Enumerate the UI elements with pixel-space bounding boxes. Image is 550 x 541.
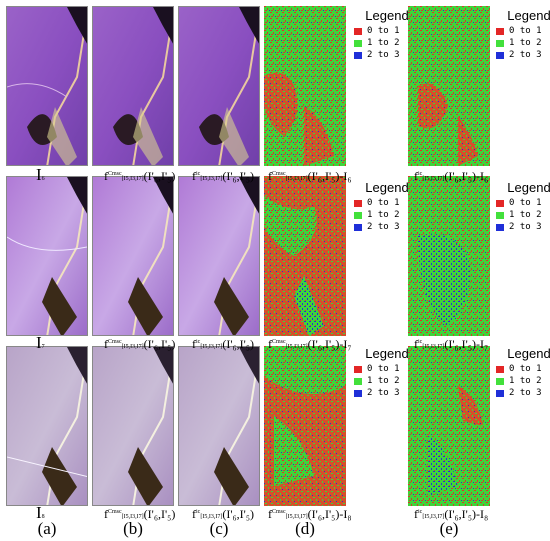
legend-swatch-red bbox=[354, 199, 362, 207]
legend-item: 2 to 3 bbox=[490, 221, 550, 233]
caption-r3-b: fCmsc[I5,I3,I7](I'₆,I'₅) bbox=[104, 507, 176, 521]
legend-title: Legend bbox=[365, 8, 409, 23]
legend-item: 1 to 2 bbox=[348, 209, 426, 221]
legend-item: 1 to 2 bbox=[490, 375, 550, 387]
legend-item: 0 to 1 bbox=[348, 197, 426, 209]
panel-label-e: (e) bbox=[439, 519, 459, 538]
legend-swatch-blue bbox=[496, 51, 504, 59]
legend-r1-e: Legend 0 to 1 1 to 2 2 to 3 bbox=[490, 8, 550, 61]
legend-item: 0 to 1 bbox=[490, 25, 550, 37]
satellite-image-r2-c bbox=[178, 176, 260, 336]
satellite-image-r1-b bbox=[92, 6, 174, 166]
legend-swatch-blue bbox=[354, 51, 362, 59]
satellite-image-r1-a bbox=[6, 6, 88, 166]
legend-title: Legend bbox=[507, 180, 550, 195]
caption-r1-d: fCmsc[I5,I3,I7](I'₆,I'₅)-I₆ bbox=[268, 169, 352, 183]
legend-swatch-green bbox=[496, 39, 504, 47]
caption-r3-e: fic[I5,I3,I7](I'₆,I'₅)-I₈ bbox=[414, 507, 489, 521]
caption-r1-b: fCmsc[I5,I3,I7](I'₆,I'₅) bbox=[104, 169, 176, 183]
legend-item: 2 to 3 bbox=[348, 387, 426, 399]
satellite-image-r2-b bbox=[92, 176, 174, 336]
legend-r2-e: Legend 0 to 1 1 to 2 2 to 3 bbox=[490, 180, 550, 233]
caption-r3-d: fCmsc[I5,I3,I7](I'₆,I'₅)-I₈ bbox=[268, 507, 352, 521]
caption-r2-d: fCmsc[I5,I3,I7](I'₆,I'₅)-I₇ bbox=[268, 337, 352, 351]
panel-label-b: (b) bbox=[123, 519, 143, 538]
legend-swatch-red bbox=[496, 27, 504, 35]
legend-swatch-green bbox=[496, 211, 504, 219]
legend-item: 0 to 1 bbox=[490, 197, 550, 209]
legend-swatch-green bbox=[496, 377, 504, 385]
legend-item: 1 to 2 bbox=[490, 209, 550, 221]
change-map-r2-e bbox=[408, 176, 490, 336]
legend-item: 2 to 3 bbox=[490, 387, 550, 399]
legend-swatch-red bbox=[496, 199, 504, 207]
change-map-r1-e bbox=[408, 6, 490, 166]
satellite-image-r3-c bbox=[178, 346, 260, 506]
legend-swatch-red bbox=[354, 27, 362, 35]
legend-title: Legend bbox=[365, 346, 409, 361]
caption-r1-a: I6 bbox=[36, 165, 45, 184]
legend-item: 2 to 3 bbox=[490, 49, 550, 61]
legend-item: 0 to 1 bbox=[490, 363, 550, 375]
legend-item: 0 to 1 bbox=[348, 363, 426, 375]
caption-r2-b: fCmsc[I5,I3,I7](I'₆,I'₅) bbox=[104, 337, 176, 351]
satellite-image-r3-a bbox=[6, 346, 88, 506]
legend-swatch-blue bbox=[354, 223, 362, 231]
legend-swatch-red bbox=[354, 365, 362, 373]
legend-item: 1 to 2 bbox=[490, 37, 550, 49]
satellite-image-r1-c bbox=[178, 6, 260, 166]
panel-label-d: (d) bbox=[295, 519, 315, 538]
change-map-r2-d bbox=[264, 176, 346, 336]
caption-r3-c: fic[I5,I3,I7](I'₆,I'₅) bbox=[192, 507, 255, 521]
legend-swatch-blue bbox=[496, 223, 504, 231]
panel-label-a: (a) bbox=[37, 519, 57, 538]
legend-swatch-green bbox=[354, 377, 362, 385]
change-map-r1-d bbox=[264, 6, 346, 166]
legend-item: 1 to 2 bbox=[348, 37, 426, 49]
legend-r1-d: Legend 0 to 1 1 to 2 2 to 3 bbox=[348, 8, 426, 61]
legend-swatch-green bbox=[354, 39, 362, 47]
caption-r2-a: I7 bbox=[36, 333, 45, 352]
change-map-r3-e bbox=[408, 346, 490, 506]
panel-label-c: (c) bbox=[209, 519, 229, 538]
legend-item: 1 to 2 bbox=[348, 375, 426, 387]
legend-r2-d: Legend 0 to 1 1 to 2 2 to 3 bbox=[348, 180, 426, 233]
legend-item: 0 to 1 bbox=[348, 25, 426, 37]
caption-r2-c: fic[I5,I3,I7](I'₆,I'₅) bbox=[192, 337, 255, 351]
change-map-r3-d bbox=[264, 346, 346, 506]
legend-title: Legend bbox=[507, 8, 550, 23]
legend-swatch-red bbox=[496, 365, 504, 373]
legend-item: 2 to 3 bbox=[348, 49, 426, 61]
legend-title: Legend bbox=[507, 346, 550, 361]
legend-title: Legend bbox=[365, 180, 409, 195]
legend-swatch-blue bbox=[496, 389, 504, 397]
caption-r1-e: fic[I5,I3,I7](I'₆,I'₅)-I₆ bbox=[414, 169, 489, 183]
legend-r3-d: Legend 0 to 1 1 to 2 2 to 3 bbox=[348, 346, 426, 399]
caption-r2-e: fic[I5,I3,I7](I'₆,I'₅)-I₇ bbox=[414, 337, 489, 351]
legend-swatch-green bbox=[354, 211, 362, 219]
satellite-image-r3-b bbox=[92, 346, 174, 506]
legend-swatch-blue bbox=[354, 389, 362, 397]
caption-r1-c: fic[I5,I3,I7](I'₆,I'₅) bbox=[192, 169, 255, 183]
legend-item: 2 to 3 bbox=[348, 221, 426, 233]
satellite-image-r2-a bbox=[6, 176, 88, 336]
caption-r3-a: I8 bbox=[36, 503, 45, 522]
legend-r3-e: Legend 0 to 1 1 to 2 2 to 3 bbox=[490, 346, 550, 399]
